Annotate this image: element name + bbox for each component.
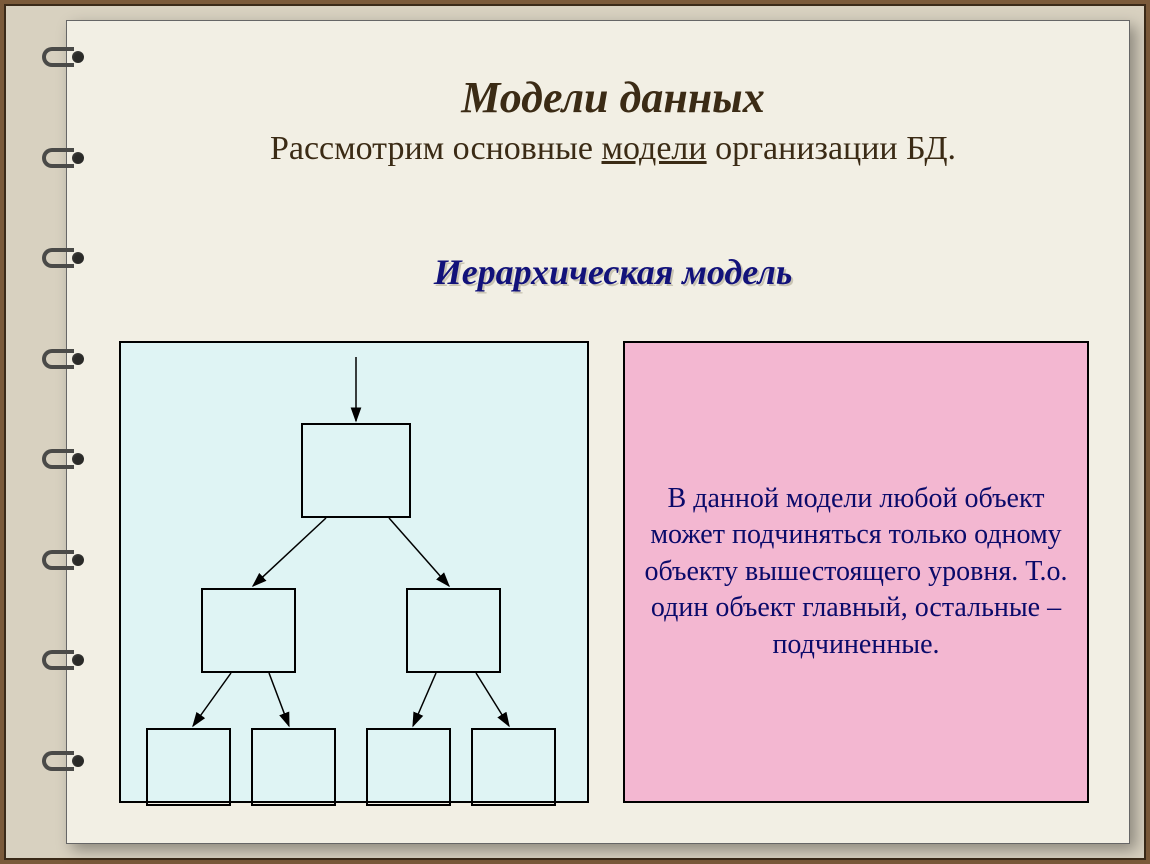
outer-frame: Модели данных Рассмотрим основные модели… bbox=[4, 4, 1146, 860]
tree-node bbox=[366, 728, 451, 806]
tree-node bbox=[146, 728, 231, 806]
tree-node bbox=[301, 423, 411, 518]
tree-node bbox=[406, 588, 501, 673]
section-title: Иерархическая модель bbox=[137, 251, 1089, 293]
tree-node bbox=[471, 728, 556, 806]
tree-edge bbox=[389, 518, 449, 586]
page-title: Модели данных bbox=[137, 73, 1089, 124]
tree-edge bbox=[193, 673, 231, 726]
tree-edge bbox=[253, 518, 326, 586]
tree-edge bbox=[269, 673, 289, 726]
subtitle-underlined: модели bbox=[602, 130, 707, 167]
description-panel: В данной модели любой объект может подчи… bbox=[623, 341, 1089, 803]
tree-edge bbox=[413, 673, 436, 726]
title-block: Модели данных Рассмотрим основные модели… bbox=[137, 73, 1089, 170]
subtitle-suffix: организации БД. bbox=[707, 130, 956, 167]
hierarchy-diagram bbox=[119, 341, 589, 803]
tree-edge bbox=[476, 673, 509, 726]
description-text: В данной модели любой объект может подчи… bbox=[625, 465, 1087, 679]
tree-node bbox=[251, 728, 336, 806]
content-row: В данной модели любой объект может подчи… bbox=[119, 341, 1089, 803]
subtitle-prefix: Рассмотрим основные bbox=[270, 130, 602, 167]
slide-card: Модели данных Рассмотрим основные модели… bbox=[66, 20, 1130, 844]
page-subtitle: Рассмотрим основные модели организации Б… bbox=[137, 128, 1089, 171]
tree-node bbox=[201, 588, 296, 673]
